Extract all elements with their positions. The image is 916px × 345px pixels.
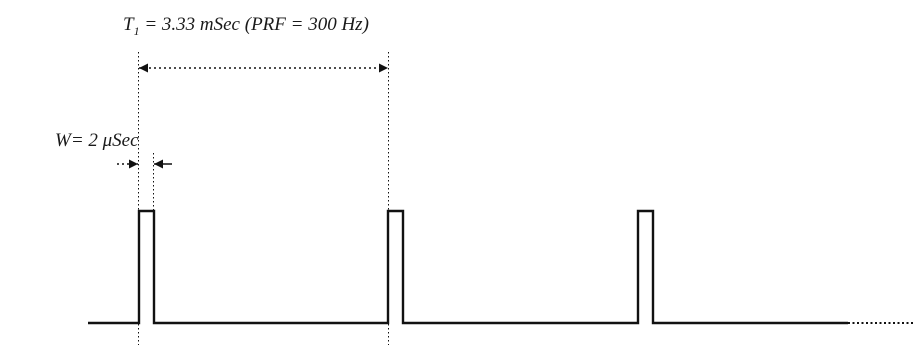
period-symbol: T bbox=[123, 14, 135, 35]
period-label: T1 = 3.33 mSec (PRF = 300 Hz) bbox=[123, 14, 369, 38]
period-value: = 3.33 mSec (PRF = 300 Hz) bbox=[140, 14, 369, 35]
period-subscript: 1 bbox=[134, 24, 140, 38]
pulse-width-label: W= 2 μSec bbox=[55, 130, 139, 151]
pulse-train-waveform bbox=[88, 209, 848, 325]
